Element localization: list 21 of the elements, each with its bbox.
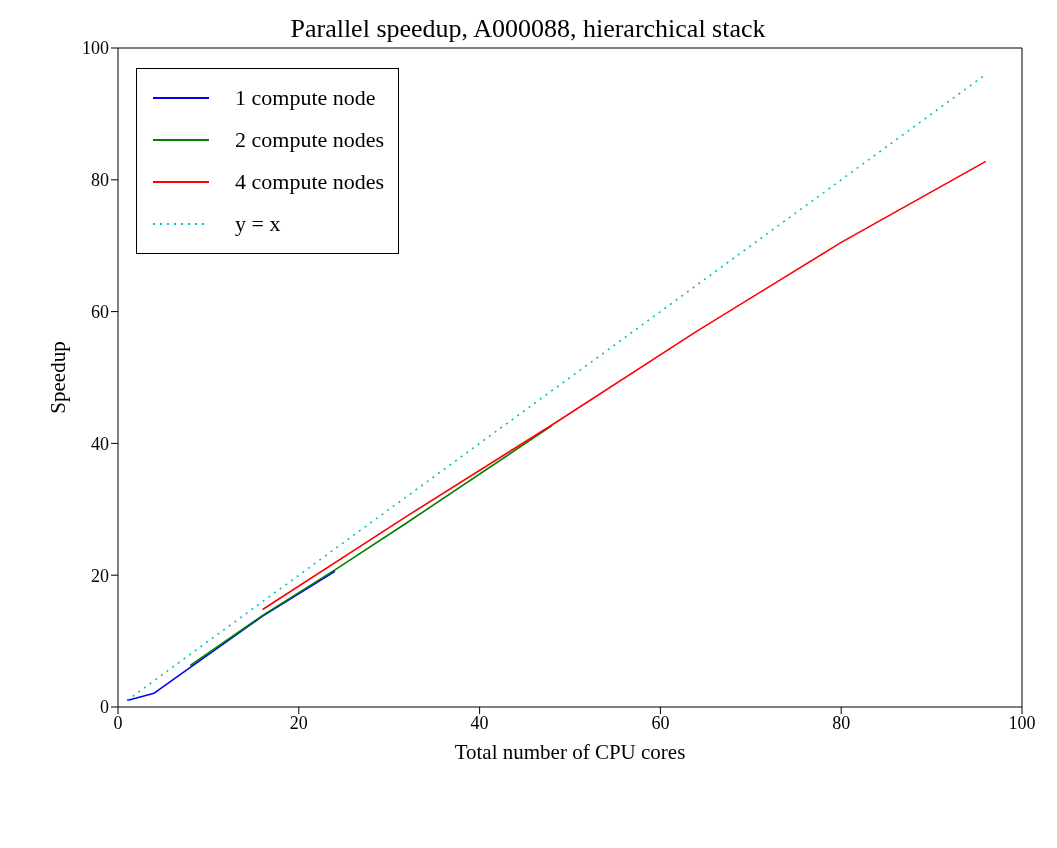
y-axis-title: Speedup — [46, 341, 71, 414]
x-axis-title: Total number of CPU cores — [454, 740, 686, 764]
y-tick-label: 0 — [100, 697, 109, 718]
x-tick-label: 0 — [113, 712, 123, 733]
y-tick-label: 60 — [91, 301, 109, 322]
y-tick-label: 100 — [82, 38, 109, 59]
x-tick-label: 80 — [832, 712, 851, 733]
legend-label: 2 compute nodes — [235, 127, 385, 152]
y-tick-label: 80 — [91, 170, 109, 191]
legend-label: y = x — [235, 211, 281, 236]
x-tick-label: 40 — [470, 712, 489, 733]
x-tick-label: 60 — [651, 712, 670, 733]
line-series — [189, 424, 553, 667]
line-series — [126, 570, 336, 702]
x-tick-label: 100 — [1008, 712, 1036, 733]
legend-label: 4 compute nodes — [235, 169, 385, 194]
chart-title: Parallel speedup, A000088, hierarchical stack — [290, 14, 766, 43]
x-tick-label: 20 — [289, 712, 308, 733]
y-tick-label: 40 — [91, 433, 109, 454]
legend-label: 1 compute node — [235, 85, 376, 110]
y-tick-label: 20 — [91, 565, 109, 586]
